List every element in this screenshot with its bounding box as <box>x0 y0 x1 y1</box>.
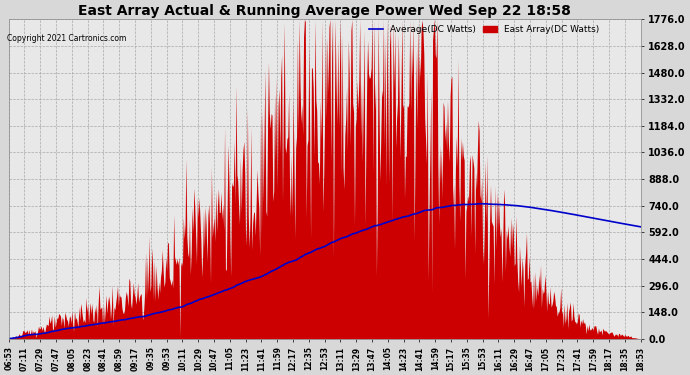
Text: Copyright 2021 Cartronics.com: Copyright 2021 Cartronics.com <box>7 34 126 43</box>
Legend: Average(DC Watts), East Array(DC Watts): Average(DC Watts), East Array(DC Watts) <box>366 21 602 38</box>
Title: East Array Actual & Running Average Power Wed Sep 22 18:58: East Array Actual & Running Average Powe… <box>78 4 571 18</box>
